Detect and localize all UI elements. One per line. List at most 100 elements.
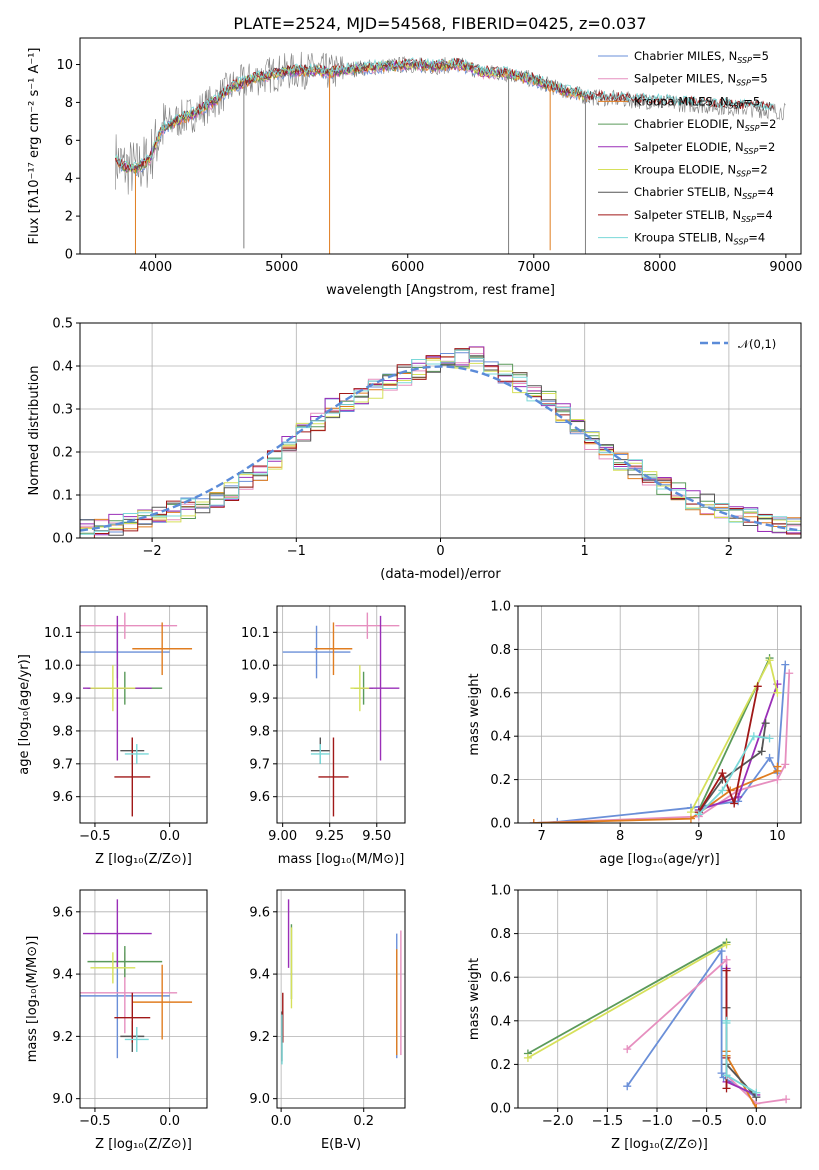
plot-area (529, 654, 794, 823)
x-tick-label: 2 (725, 544, 733, 559)
x-axis-label: Z [log₁₀(Z/Z⊙)] (95, 1137, 192, 1152)
series-chabrier_elodie (523, 938, 731, 1058)
y-tick-label: 0.3 (52, 403, 73, 418)
marker-salpeter_miles (773, 775, 782, 784)
line-salpeter_miles (533, 673, 791, 823)
point-salpeter_miles (80, 612, 178, 639)
y-tick-label: 1.0 (490, 600, 511, 615)
marker-kroupa_elodie (523, 1053, 532, 1062)
point-kroupa_miles (132, 622, 193, 676)
y-tick-label: 9.8 (52, 724, 73, 739)
y-tick-label: 0.2 (52, 446, 73, 461)
axes-frame (79, 889, 208, 1109)
x-tick-label: −0.5 (79, 1114, 111, 1129)
plot-area (80, 899, 193, 1059)
marker-chabrier_miles (765, 753, 774, 762)
marker-kroupa_miles (773, 762, 782, 771)
point-kroupa_stelib (124, 744, 149, 764)
plot-area (281, 899, 402, 1065)
panel-spectrum: 4000 5000 6000 7000 8000 9000 0 2 4 6 8 10 wavelengt… (27, 37, 802, 298)
y-tick-label: 0.4 (490, 730, 511, 745)
marker-kroupa_miles (529, 819, 538, 823)
point-kroupa_stelib (124, 1027, 149, 1052)
legend-label-kroupa_stelib: Kroupa STELIB, NSSP=4 (634, 231, 765, 247)
axes-frame (517, 889, 802, 1109)
y-tick-label: 0.6 (490, 971, 511, 986)
x-tick-label: 9000 (769, 260, 802, 275)
legend-label-salpeter_elodie: Salpeter ELODIE, NSSP=2 (634, 140, 775, 156)
y-tick-label: 9.0 (249, 1092, 270, 1107)
marker-salpeter_stelib (722, 966, 731, 975)
series-kroupa_stelib (694, 732, 774, 819)
point-kroupa_elodie (90, 665, 136, 712)
y-tick-label: 9.4 (249, 968, 270, 983)
series-kroupa_miles (529, 762, 782, 823)
y-tick-label: 9.6 (249, 790, 270, 805)
x-tick-label: −1.5 (592, 1114, 624, 1129)
y-tick-label: 0.6 (490, 686, 511, 701)
panel-massweight_vs_Z: −2.0 −1.5 −1.0 −0.5 0.0 0.0 0.2 0.4 0.6 0.8 1.0 Z [… (467, 884, 802, 1152)
y-tick-label: 0.8 (490, 927, 511, 942)
y-tick-label: 4 (65, 172, 73, 187)
x-axis-label: mass [log₁₀(M/M⊙)] (278, 852, 405, 867)
marker-salpeter_miles (782, 1095, 791, 1104)
line-kroupa_stelib (698, 735, 770, 815)
point-kroupa_miles (314, 622, 353, 676)
marker-chabrier_miles (717, 947, 726, 956)
x-tick-label: 9.50 (362, 829, 391, 844)
x-tick-label: 9.25 (315, 829, 344, 844)
marker-salpeter_stelib (753, 682, 762, 691)
line-kroupa_elodie (527, 943, 727, 1059)
x-tick-label: 9.00 (268, 829, 297, 844)
marker-kroupa_elodie (765, 656, 774, 665)
gaussian-curve (80, 365, 801, 532)
marker-kroupa_stelib (722, 1071, 731, 1080)
x-tick-label: 0.0 (746, 1114, 767, 1129)
histogram-kroupa_stelib (80, 349, 801, 535)
model-spectrum-kroupa_stelib (114, 57, 774, 170)
legend-label-chabrier_elodie: Chabrier ELODIE, NSSP=2 (634, 117, 776, 133)
marker-kroupa_stelib (752, 1088, 761, 1097)
y-tick-label: 8 (65, 96, 73, 111)
y-tick-label: 0.2 (490, 1058, 511, 1073)
axes-frame (276, 889, 406, 1109)
legend-label-gaussian: 𝒩(0,1) (738, 337, 776, 351)
marker-salpeter_stelib (718, 769, 727, 778)
axes-frame (517, 605, 802, 824)
y-tick-label: 0.4 (490, 1014, 511, 1029)
x-tick-label: 0.2 (353, 1114, 374, 1129)
panel-age_vs_Z: −0.5 0.0 9.6 9.7 9.8 9.9 10.0 10.1 Z [log₁₀(Z/Z⊙… (17, 605, 208, 867)
point-salpeter_miles (335, 612, 400, 639)
x-tick-label: 0.0 (159, 1114, 180, 1129)
y-tick-label: 10.1 (241, 626, 270, 641)
model-spectrum-salpeter_stelib (114, 57, 774, 172)
y-tick-label: 0.0 (490, 1102, 511, 1117)
y-axis-label: mass weight (467, 673, 482, 755)
series-chabrier_stelib (722, 1003, 761, 1102)
marker-kroupa_stelib (765, 734, 774, 743)
plot-area (523, 938, 791, 1108)
y-tick-label: 9.7 (52, 757, 73, 772)
point-kroupa_elodie (350, 665, 370, 712)
y-tick-label: 2 (65, 210, 73, 225)
x-axis-label: (data-model)/error (380, 567, 501, 582)
y-axis-label: Flux [fλ10⁻¹⁷ erg cm⁻² s⁻¹ A⁻¹] (27, 48, 42, 245)
x-tick-label: −0.5 (691, 1114, 723, 1129)
point-kroupa_elodie (90, 952, 136, 984)
legend-label-salpeter_stelib: Salpeter STELIB, NSSP=4 (634, 208, 773, 224)
x-tick-label: 9 (695, 829, 703, 844)
plot-area (80, 612, 193, 817)
x-tick-label: 8000 (643, 260, 676, 275)
marker-kroupa_elodie (686, 808, 695, 817)
marker-chabrier_miles (623, 1082, 632, 1091)
x-tick-label: −1.0 (641, 1114, 673, 1129)
panel-age_vs_mass: 9.00 9.25 9.50 9.6 9.7 9.8 9.9 10.0 10.1 mass [lo… (241, 605, 406, 867)
marker-kroupa_miles (752, 1104, 761, 1108)
y-tick-label: 9.9 (52, 692, 73, 707)
y-axis-label: age [log₁₀(age/yr)] (17, 654, 32, 775)
y-tick-label: 9.9 (249, 692, 270, 707)
model-spectrum-chabrier_stelib (115, 58, 774, 173)
y-tick-label: 0.0 (52, 532, 73, 547)
y-tick-label: 0 (65, 248, 73, 263)
panels: 4000 5000 6000 7000 8000 90000246810wavelengt… (17, 37, 802, 1152)
